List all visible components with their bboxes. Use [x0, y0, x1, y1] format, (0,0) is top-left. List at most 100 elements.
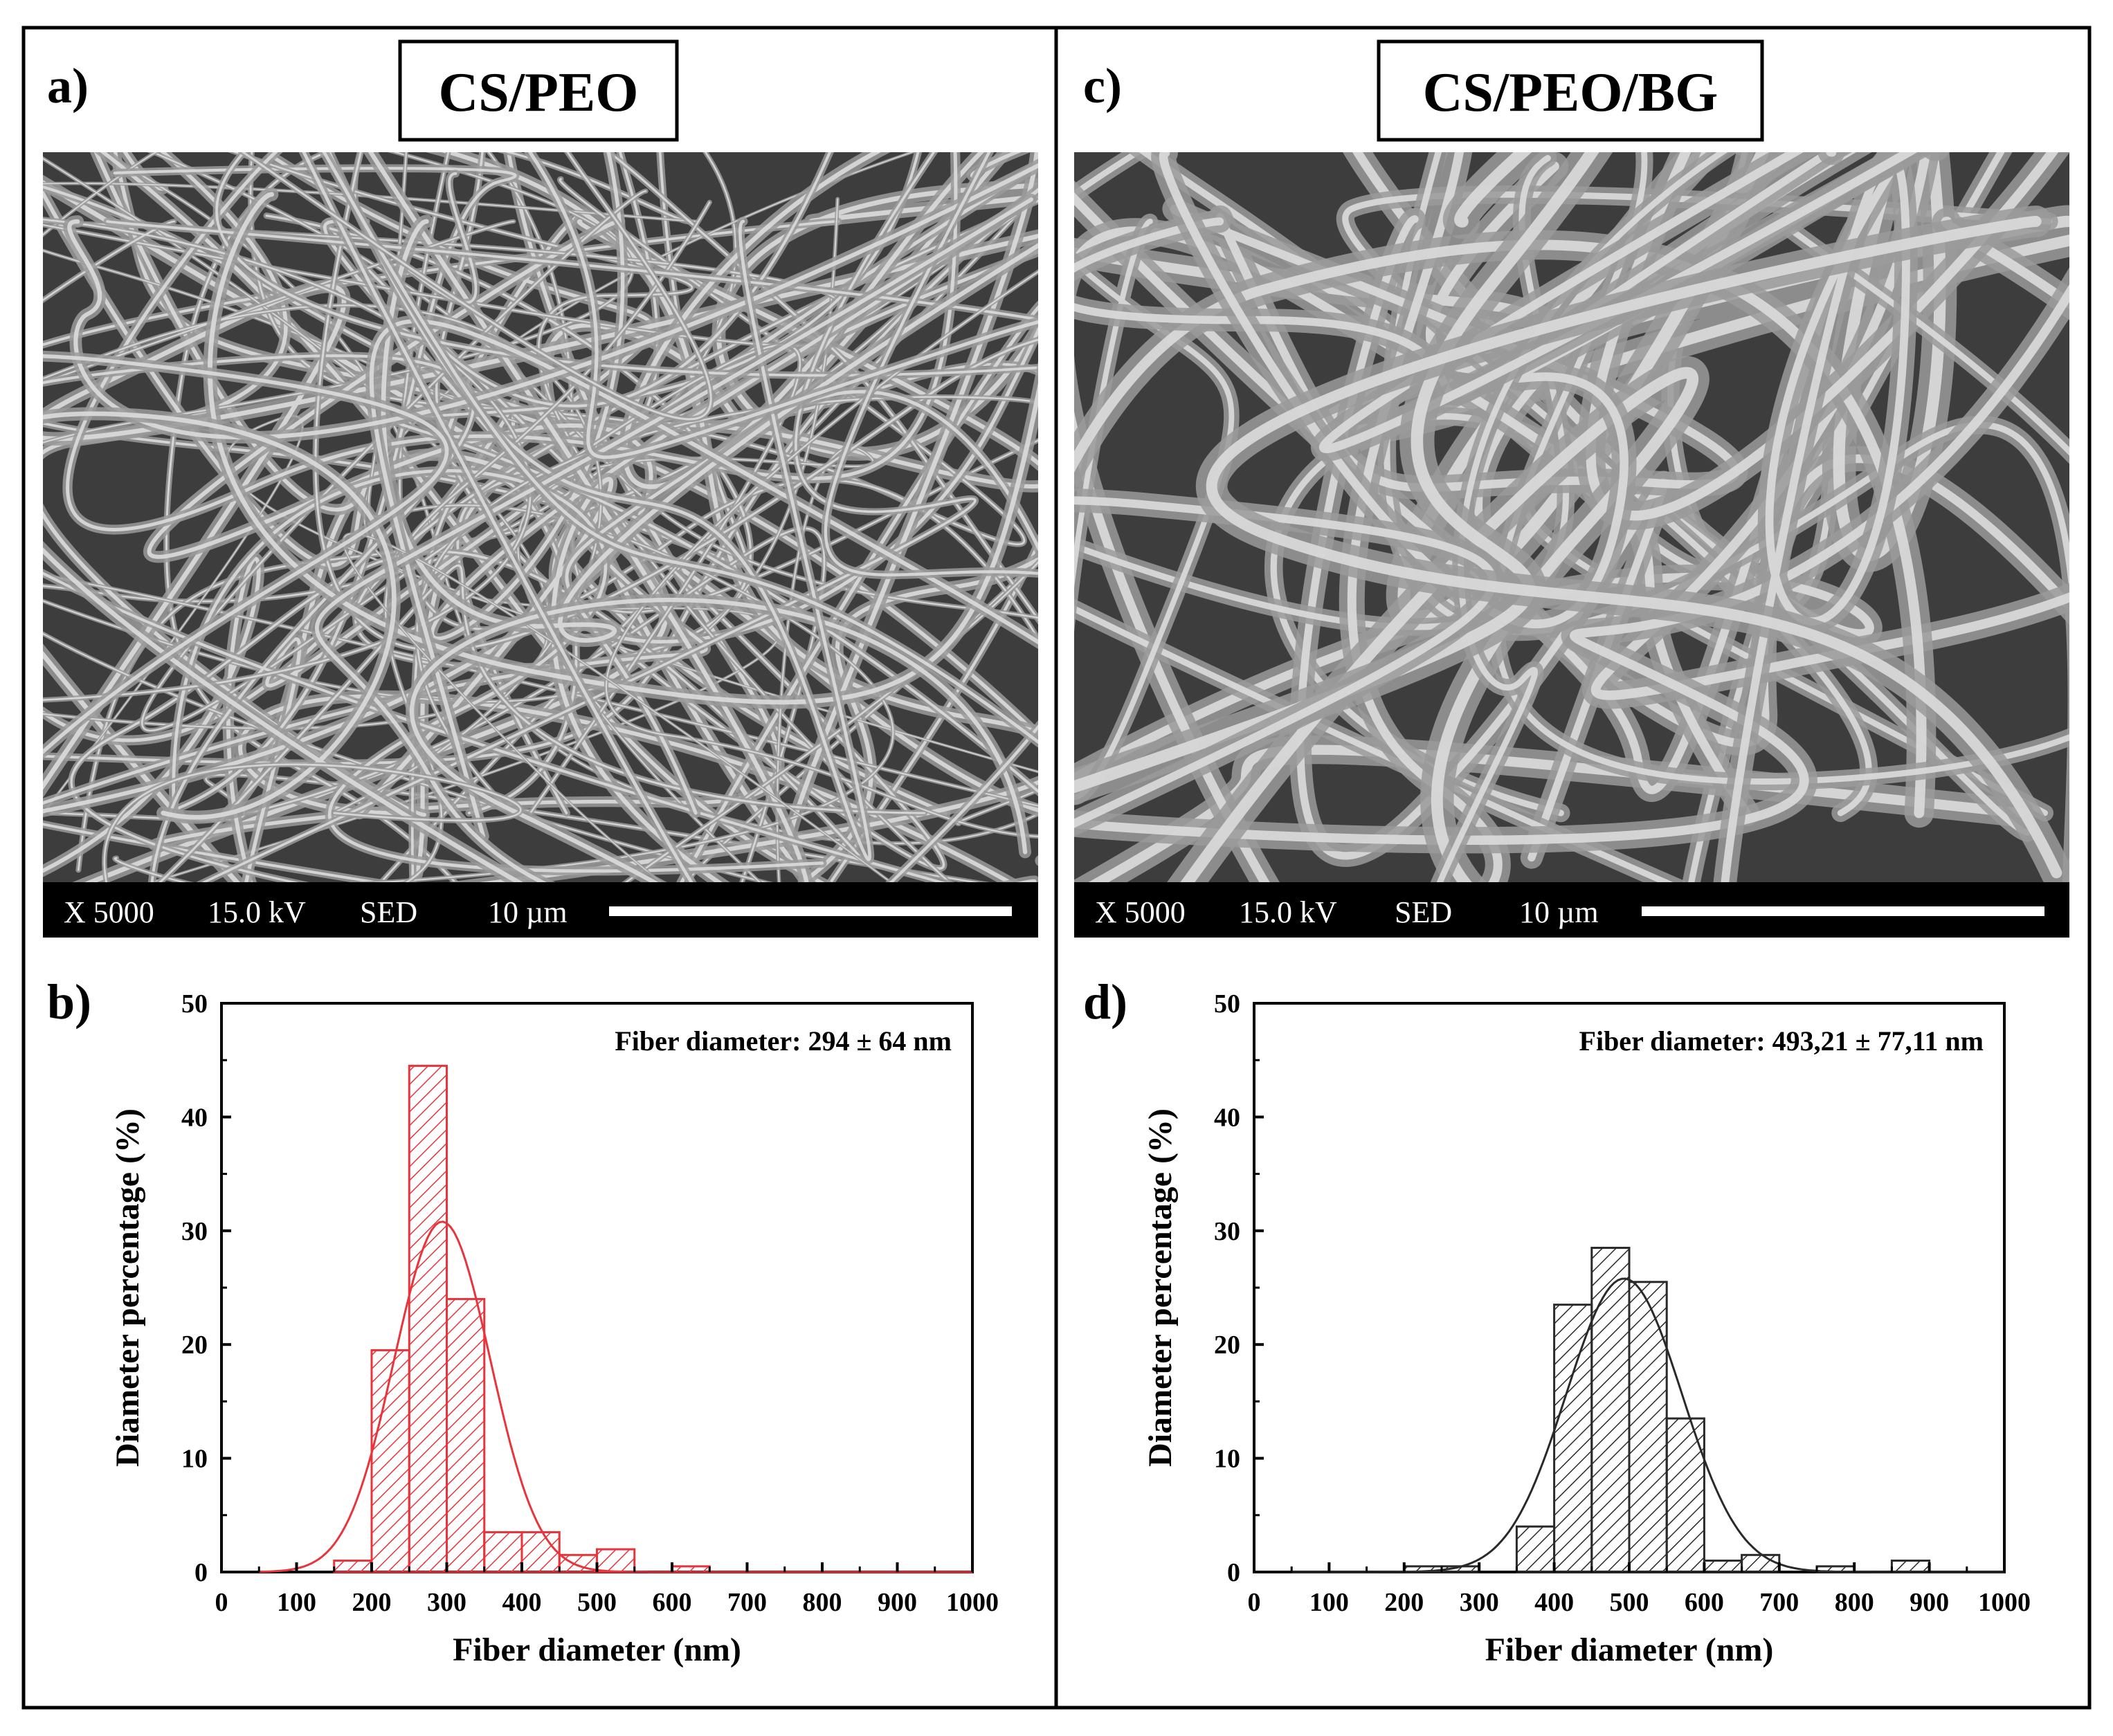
histogram-bar: [596, 1548, 636, 1573]
sem-fiber-highlight: [1206, 216, 2062, 879]
fiber-diameter-annotation: Fiber diameter: 294 ± 64 nm: [615, 1025, 952, 1057]
x-tick-label: 300: [427, 1588, 466, 1617]
sem-fiber-highlight: [43, 354, 449, 755]
fiber-diameter-annotation: Fiber diameter: 493,21 ± 77,11 nm: [1579, 1025, 1984, 1057]
histogram-bar: [1553, 1304, 1593, 1573]
x-tick-label: 100: [1309, 1588, 1349, 1617]
sem-fiber-highlight: [43, 198, 1038, 807]
sem-fiber-highlight: [622, 152, 1038, 846]
histogram-bar: [408, 1064, 448, 1573]
sem-scale-label: 10 µm: [1519, 895, 1599, 929]
x-tick-label: 1000: [1978, 1588, 2031, 1617]
histogram-cs-peo-bg: 0 100 200 300 400 500 600 700 800 900 1000 0 10 20 30 4…: [1083, 974, 2031, 1668]
sem-fiber-highlight: [43, 152, 768, 882]
x-tick-label: 800: [803, 1588, 842, 1617]
x-tick-label: 700: [727, 1588, 767, 1617]
sem-fiber-highlight: [158, 564, 926, 882]
title-box-cs-peo-bg: [1377, 39, 1764, 142]
sem-image-cs-peo-bg: [1074, 152, 2069, 882]
sem-detector: SED: [360, 895, 417, 929]
sem-fiber-highlight: [241, 152, 712, 421]
sem-voltage: 15.0 kV: [1239, 895, 1337, 929]
y-tick-label: 10: [1214, 1445, 1240, 1474]
histogram-cs-peo: 0 100 200 300 400 500 600 700 800 900 1000 0 10 20 30 4…: [47, 974, 999, 1668]
y-tick-label: 40: [181, 1103, 208, 1132]
x-axis-label: Fiber diameter (nm): [1485, 1632, 1774, 1668]
sem-fiber-highlight: [1074, 284, 2069, 845]
histogram-bar: [520, 1531, 561, 1573]
sem-info-bar-left: X 5000 15.0 kV SED 10 µm: [43, 882, 1038, 938]
histogram-bar: [1628, 1281, 1668, 1573]
right-panel-frame: [1054, 26, 2092, 1710]
y-tick-label: 0: [1227, 1558, 1240, 1587]
x-tick-label: 600: [1685, 1588, 1724, 1617]
y-axis-label: Diameter percentage (%): [109, 1108, 146, 1467]
y-tick-label: 30: [1214, 1217, 1240, 1246]
x-tick-label: 0: [1248, 1588, 1261, 1617]
histogram-bar: [1890, 1560, 1931, 1573]
x-tick-label: 0: [215, 1588, 228, 1617]
y-tick-label: 30: [181, 1217, 208, 1246]
gaussian-fit-line: [259, 1221, 972, 1573]
sem-fiber-highlight: [208, 192, 1038, 705]
sem-fiber-highlight: [67, 163, 1038, 440]
x-tick-label: 1000: [946, 1588, 999, 1617]
histogram-bar: [1590, 1246, 1631, 1573]
sem-magnification: X 5000: [1095, 895, 1186, 929]
x-tick-label: 600: [653, 1588, 692, 1617]
title-box-cs-peo: [398, 39, 679, 142]
sem-fiber-highlight: [381, 219, 1038, 643]
panel-letter-c: c): [1083, 58, 1122, 113]
y-tick-label: 20: [1214, 1331, 1240, 1360]
y-tick-label: 50: [181, 989, 208, 1018]
y-tick-label: 0: [194, 1558, 208, 1587]
x-tick-label: 300: [1460, 1588, 1499, 1617]
sem-fiber-highlight: [606, 271, 1038, 838]
sem-scale-bar: [609, 906, 1012, 916]
plot-area: [220, 1002, 974, 1573]
sem-fiber-highlight: [1721, 153, 1910, 882]
x-tick-label: 500: [1610, 1588, 1649, 1617]
sem-fiber-highlight: [1074, 496, 1497, 828]
sem-fiber-highlight: [43, 185, 1038, 882]
sem-voltage: 15.0 kV: [208, 895, 306, 929]
sem-fiber-highlight: [1347, 152, 1503, 882]
x-tick-label: 700: [1759, 1588, 1799, 1617]
sem-scale-label: 10 µm: [488, 895, 568, 929]
x-tick-label: 200: [352, 1588, 392, 1617]
y-tick-label: 10: [181, 1445, 208, 1474]
sem-fiber-highlight: [410, 598, 1028, 882]
sem-fiber-highlight: [103, 763, 522, 882]
x-tick-label: 200: [1384, 1588, 1424, 1617]
sem-fiber-highlight: [43, 152, 736, 603]
sem-fiber-highlight: [1074, 239, 1927, 819]
sem-fiber-highlight: [151, 152, 1038, 825]
y-tick-label: 50: [1214, 989, 1240, 1018]
x-axis-label: Fiber diameter (nm): [453, 1632, 741, 1668]
histogram-bar: [333, 1560, 373, 1573]
y-tick-label: 20: [181, 1331, 208, 1360]
sem-fiber-highlight: [824, 152, 1038, 882]
x-tick-label: 100: [277, 1588, 316, 1617]
sem-fiber-highlight: [1074, 152, 1599, 794]
histogram-bar: [1515, 1525, 1556, 1573]
sem-fiber-highlight: [43, 411, 523, 882]
x-tick-label: 800: [1835, 1588, 1874, 1617]
panel-letter: b): [47, 974, 91, 1030]
sem-magnification: X 5000: [64, 895, 154, 929]
sem-fiber-highlight: [201, 152, 977, 882]
sem-fiber-highlight: [66, 152, 958, 531]
panel-letter: d): [1083, 974, 1127, 1030]
histogram-bar: [1703, 1560, 1743, 1573]
histogram-bar: [1741, 1553, 1781, 1573]
sem-info-bar-right: X 5000 15.0 kV SED 10 µm: [1074, 882, 2069, 938]
sem-detector: SED: [1395, 895, 1452, 929]
sem-fiber-highlight: [456, 152, 659, 814]
y-axis-label: Diameter percentage (%): [1142, 1108, 1179, 1467]
title-cs-peo: CS/PEO: [439, 62, 639, 123]
x-tick-label: 900: [1910, 1588, 1949, 1617]
title-cs-peo-bg: CS/PEO/BG: [1423, 62, 1718, 123]
sem-fiber-highlight: [1088, 744, 2024, 882]
x-tick-label: 400: [502, 1588, 542, 1617]
